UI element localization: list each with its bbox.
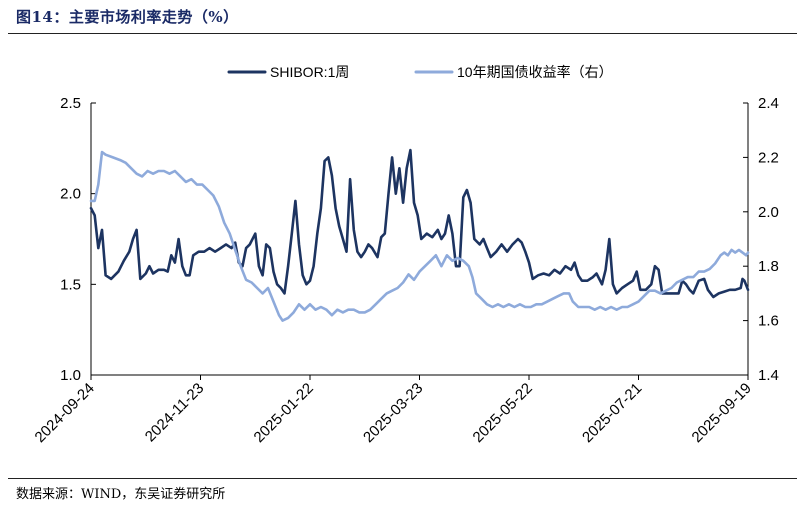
y-right-tick-label: 2.4	[758, 95, 779, 112]
y-left-tick-label: 2.0	[60, 186, 81, 203]
series-lines	[89, 148, 750, 322]
top-rule	[8, 33, 797, 34]
y-left-tick-label: 1.0	[60, 367, 81, 384]
x-tick-label: 2025-07-21	[579, 380, 645, 446]
y-right-tick-label: 2.2	[758, 149, 779, 166]
y-right-tick-label: 1.6	[758, 313, 779, 330]
series-line-10y-treasury-yield	[89, 150, 750, 322]
line-chart: 1.0 1.5 2.0 2.5 1.4 1.6 1.8 2.0 2.2 2.4 2024-09-24…	[32, 64, 779, 446]
x-tick-label: 2025-01-22	[251, 380, 317, 446]
y-right-tick-label: 2.0	[758, 204, 779, 221]
x-tick-label: 2024-09-24	[32, 380, 98, 446]
y-right-tick-label: 1.4	[758, 367, 779, 384]
figure-title: 图14：主要市场利率走势（%）	[16, 8, 239, 26]
x-tick-label: 2025-05-22	[470, 380, 536, 446]
legend-label-10y-treasury-yield: 10年期国债收益率（右）	[457, 64, 613, 80]
legend-label-shibor-1w: SHIBOR:1周	[270, 64, 349, 80]
series-line-shibor-1w	[89, 148, 750, 299]
y-left-tick-label: 2.5	[60, 95, 81, 112]
legend: SHIBOR:1周 10年期国债收益率（右）	[227, 64, 613, 80]
y-right-tick-label: 1.8	[758, 258, 779, 275]
figure-source: 数据来源：WIND，东吴证券研究所	[16, 487, 226, 502]
x-tick-label: 2025-09-19	[689, 380, 755, 446]
x-tick-label: 2025-03-23	[360, 380, 426, 446]
bottom-rule	[8, 478, 797, 479]
y-left-tick-label: 1.5	[60, 276, 81, 293]
x-tick-label: 2024-11-23	[142, 380, 207, 445]
axes: 1.0 1.5 2.0 2.5 1.4 1.6 1.8 2.0 2.2 2.4 2024-09-24…	[32, 95, 779, 446]
